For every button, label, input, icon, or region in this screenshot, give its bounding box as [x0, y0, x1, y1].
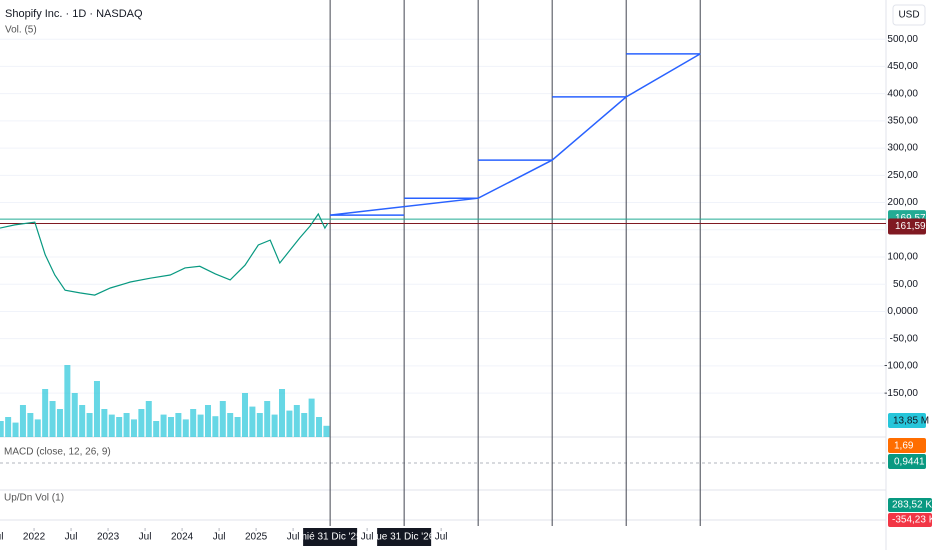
- volume-bar: [145, 401, 152, 437]
- x-tick-label: Jul: [0, 532, 3, 543]
- volume-badge-label: 13,85 M: [893, 416, 929, 427]
- volume-bar: [212, 416, 219, 437]
- volume-bar: [293, 405, 300, 437]
- volume-bar: [271, 414, 278, 437]
- volume-label[interactable]: Vol. (5): [5, 25, 37, 36]
- volume-bar: [308, 398, 315, 437]
- volume-bar: [160, 414, 167, 437]
- volume-bar: [108, 414, 115, 437]
- updn-badge: [888, 498, 932, 512]
- x-tick-label: mié 31 Dic '25: [299, 532, 362, 543]
- updn-badge: [888, 513, 932, 527]
- volume-bar: [5, 417, 12, 437]
- y-tick-label: 250,00: [887, 170, 918, 181]
- volume-bar: [27, 413, 34, 437]
- y-tick-label: 400,00: [887, 88, 918, 99]
- x-tick-highlight: [377, 528, 432, 546]
- y-tick-label: 50,00: [893, 279, 918, 290]
- volume-bar: [34, 419, 41, 437]
- x-tick-highlight: [303, 528, 358, 546]
- volume-bar: [101, 409, 108, 437]
- volume-bar: [316, 417, 323, 437]
- x-tick-label: 2023: [97, 532, 120, 543]
- volume-bar: [323, 425, 330, 437]
- price-badge-label: 169,57: [895, 213, 926, 224]
- volume-bar: [93, 381, 100, 437]
- y-tick-label: 0,0000: [887, 306, 918, 317]
- x-tick-label: 2025: [245, 532, 268, 543]
- updn-badge-label: 283,52 K: [892, 500, 932, 511]
- x-tick-label: Jul: [287, 532, 300, 543]
- volume-bar: [12, 422, 19, 437]
- y-tick-label: -100,00: [884, 361, 918, 372]
- volume-bar: [234, 417, 241, 437]
- volume-bar: [182, 419, 189, 437]
- x-tick-label: Jul: [435, 532, 448, 543]
- volume-bar: [242, 393, 249, 437]
- volume-bar: [64, 365, 71, 437]
- volume-bar: [204, 405, 211, 437]
- updn-badge-label: -354,23 K: [892, 515, 932, 526]
- symbol-title[interactable]: Shopify Inc. · 1D · NASDAQ: [5, 8, 143, 20]
- volume-bar: [138, 409, 145, 437]
- volume-bar: [42, 389, 49, 437]
- volume-bar: [197, 414, 204, 437]
- y-tick-label: 350,00: [887, 116, 918, 127]
- volume-badge: [888, 413, 926, 428]
- y-tick-label: 300,00: [887, 143, 918, 154]
- volume-bar: [123, 413, 130, 437]
- currency[interactable]: USD: [898, 10, 919, 21]
- x-tick-label: Jul: [361, 532, 374, 543]
- volume-bar: [227, 413, 234, 437]
- volume-bar: [79, 405, 86, 437]
- volume-bar: [175, 413, 182, 437]
- volume-bar: [116, 417, 123, 437]
- price-badge-label: 161,59: [895, 221, 926, 232]
- volume-bar: [190, 409, 197, 437]
- x-tick-label: Jul: [139, 532, 152, 543]
- projection-line: [330, 53, 701, 216]
- volume-bar: [286, 410, 293, 437]
- volume-bar: [19, 405, 26, 437]
- x-tick-label: jue 31 Dic '26: [373, 532, 435, 543]
- volume-bar: [86, 413, 93, 437]
- x-tick-label: 2024: [171, 532, 194, 543]
- macd-badge: [888, 454, 926, 469]
- volume-bar: [0, 421, 4, 437]
- volume-bar: [219, 401, 226, 437]
- volume-bar: [249, 406, 256, 437]
- volume-bar: [301, 413, 308, 437]
- currency-button[interactable]: [892, 4, 926, 26]
- y-tick-label: -150,00: [884, 388, 918, 399]
- y-tick-label: 450,00: [887, 61, 918, 72]
- y-tick-label: 500,00: [887, 34, 918, 45]
- macd-badge-label: 0,9441: [894, 457, 925, 468]
- y-tick-label: -50,00: [890, 333, 919, 344]
- macd-badge: [888, 438, 926, 453]
- x-tick-label: 2022: [23, 532, 46, 543]
- volume-bar: [49, 401, 56, 437]
- macd-badge-label: 1,69: [894, 441, 914, 452]
- volume-bar: [256, 413, 263, 437]
- x-tick-label: Jul: [65, 532, 78, 543]
- volume-bar: [279, 389, 286, 437]
- macd-label[interactable]: MACD (close, 12, 26, 9): [4, 447, 111, 458]
- updn-label[interactable]: Up/Dn Vol (1): [4, 493, 64, 504]
- price-line-series: [0, 212, 329, 296]
- volume-bar: [56, 409, 63, 437]
- price-badge: [888, 218, 926, 235]
- x-tick-label: Jul: [213, 532, 226, 543]
- volume-bar: [264, 401, 271, 437]
- y-tick-label: 200,00: [887, 197, 918, 208]
- y-tick-label: 100,00: [887, 252, 918, 263]
- volume-bar: [130, 419, 137, 437]
- volume-bar: [167, 417, 174, 437]
- volume-bar: [153, 421, 160, 437]
- volume-bar: [71, 393, 78, 437]
